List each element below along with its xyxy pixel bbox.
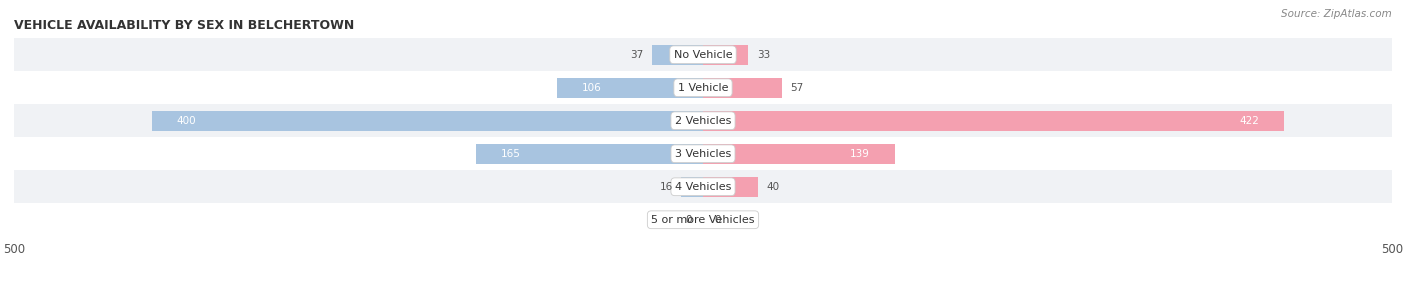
Bar [0, 137, 1406, 170]
Text: 40: 40 [766, 182, 779, 192]
Bar [703, 45, 748, 65]
Text: 422: 422 [1240, 116, 1260, 126]
Text: 37: 37 [630, 50, 644, 60]
Bar [703, 177, 758, 197]
Text: Source: ZipAtlas.com: Source: ZipAtlas.com [1281, 9, 1392, 19]
Text: 0: 0 [686, 215, 692, 225]
Text: 3 Vehicles: 3 Vehicles [675, 149, 731, 159]
Text: 4 Vehicles: 4 Vehicles [675, 182, 731, 192]
Text: 106: 106 [582, 83, 602, 93]
Text: 5 or more Vehicles: 5 or more Vehicles [651, 215, 755, 225]
Text: 0: 0 [714, 215, 720, 225]
Bar [557, 77, 703, 98]
Text: 16: 16 [659, 182, 672, 192]
Bar [703, 144, 894, 164]
Bar [703, 110, 1285, 131]
Bar [152, 110, 703, 131]
Text: 400: 400 [177, 116, 197, 126]
Bar [0, 203, 1406, 236]
Bar [475, 144, 703, 164]
Bar [681, 177, 703, 197]
Text: 139: 139 [849, 149, 870, 159]
Text: 33: 33 [756, 50, 770, 60]
Text: VEHICLE AVAILABILITY BY SEX IN BELCHERTOWN: VEHICLE AVAILABILITY BY SEX IN BELCHERTO… [14, 19, 354, 32]
Bar [652, 45, 703, 65]
Bar [0, 71, 1406, 104]
Bar [0, 104, 1406, 137]
Bar [0, 170, 1406, 203]
Text: 2 Vehicles: 2 Vehicles [675, 116, 731, 126]
Bar [703, 77, 782, 98]
Bar [0, 38, 1406, 71]
Text: 57: 57 [790, 83, 803, 93]
Text: No Vehicle: No Vehicle [673, 50, 733, 60]
Text: 165: 165 [501, 149, 520, 159]
Text: 1 Vehicle: 1 Vehicle [678, 83, 728, 93]
